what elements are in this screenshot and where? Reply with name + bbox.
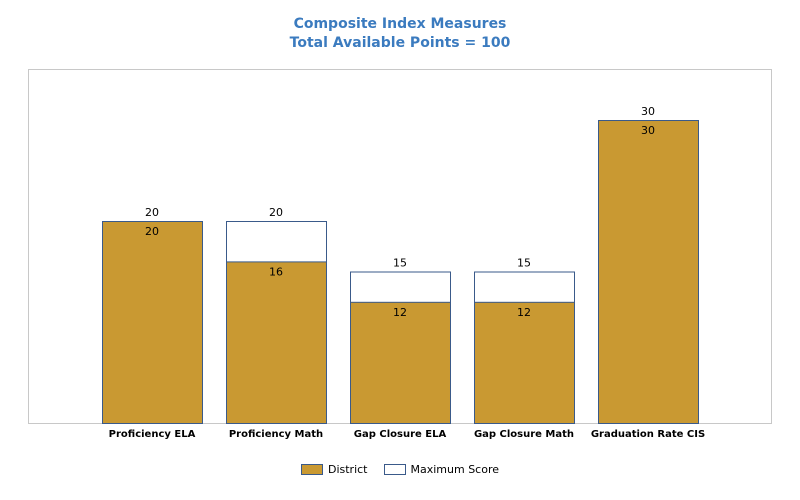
bar-district-proficiency-ela [102, 221, 203, 424]
x-tick-label-proficiency-math: Proficiency Math [229, 429, 323, 440]
chart-title: Composite Index Measures [293, 16, 507, 32]
data-label-district-gap-closure-math: 12 [517, 306, 531, 319]
data-label-district-graduation-rate-cis: 30 [641, 124, 655, 137]
x-tick-label-gap-closure-ela: Gap Closure ELA [354, 429, 447, 440]
data-label-maximum-score-proficiency-ela: 20 [145, 206, 159, 219]
data-label-maximum-score-proficiency-math: 20 [269, 206, 283, 219]
bar-district-proficiency-math [226, 261, 327, 424]
x-tick-label-gap-closure-math: Gap Closure Math [474, 429, 574, 440]
bar-district-gap-closure-math [474, 301, 575, 424]
data-label-maximum-score-graduation-rate-cis: 30 [641, 105, 655, 118]
legend-label-maximum-score: Maximum Score [410, 463, 500, 476]
data-label-maximum-score-gap-closure-ela: 15 [393, 257, 407, 270]
data-label-district-proficiency-ela: 20 [145, 225, 159, 238]
legend: District Maximum Score [0, 463, 800, 476]
chart-subtitle: Total Available Points = 100 [289, 35, 511, 51]
legend-item-district: District [300, 463, 368, 476]
legend-label-district: District [327, 463, 368, 476]
data-label-district-gap-closure-ela: 12 [393, 306, 407, 319]
data-label-district-proficiency-math: 16 [269, 265, 283, 278]
legend-swatch-maximum-score [383, 464, 406, 475]
bar-district-gap-closure-ela [350, 301, 451, 424]
data-label-maximum-score-gap-closure-math: 15 [517, 257, 531, 270]
x-tick-label-graduation-rate-cis: Graduation Rate CIS [591, 429, 705, 440]
bar-district-graduation-rate-cis [598, 120, 699, 424]
bar-chart: 20 20 Proficiency ELA 20 16 Proficiency Math 1… [28, 69, 772, 440]
legend-item-maximum-score: Maximum Score [383, 463, 500, 476]
legend-swatch-district [300, 464, 323, 475]
x-tick-label-proficiency-ela: Proficiency ELA [109, 429, 196, 440]
